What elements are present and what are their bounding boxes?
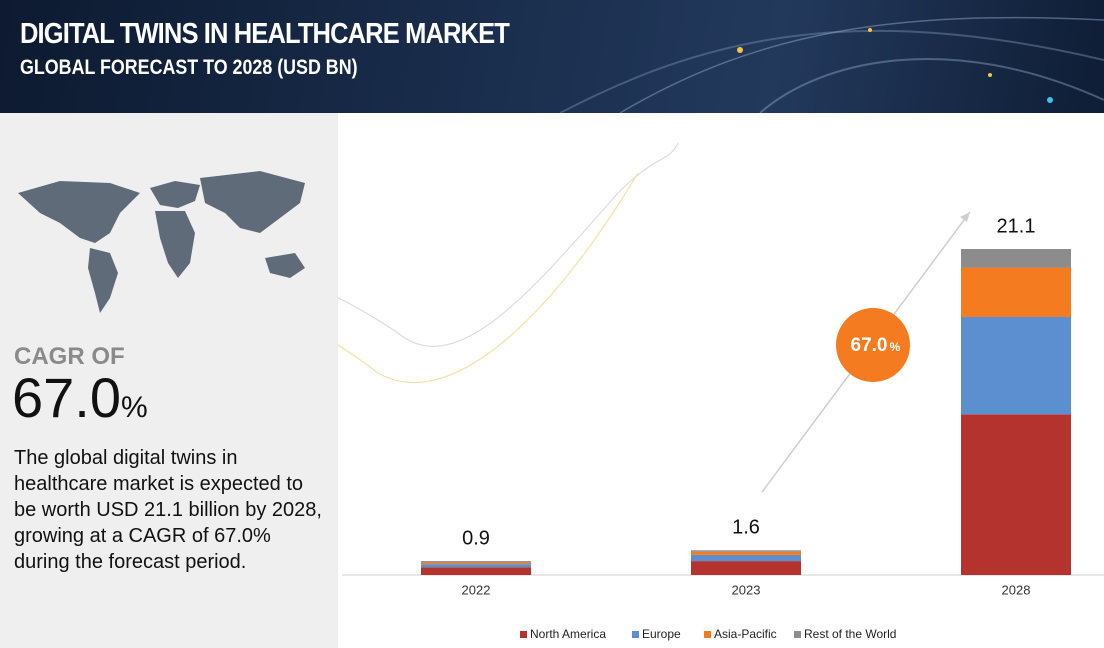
chart: 67.0 % 0.9 2022 1.6 2023 21.1 2028 North Ameri… [338,142,1104,641]
bar-segment [961,267,1071,317]
legend-label: Asia-Pacific [714,627,777,641]
legend-label: North America [530,627,606,641]
cagr-number: 67.0 [12,366,121,429]
bar-segment [691,550,801,552]
total-label: 21.1 [997,215,1036,237]
header-decoration [559,16,1104,113]
subtitle: GLOBAL FORECAST TO 2028 (USD BN) [20,56,358,79]
bar-segment [421,564,531,568]
bar-segment [421,562,531,565]
decoration-curve [338,172,639,384]
decoration-curve [338,142,679,347]
description: The global digital twins in healthcare m… [14,447,322,573]
growth-arrow-head [960,212,970,222]
summary-panel: CAGR OF 67.0% The global digital twins i… [0,113,338,648]
legend-swatch [632,631,639,638]
bar-segment [961,249,1071,268]
bar-segment [961,316,1071,415]
cagr-value: 67.0% [12,365,148,430]
total-label: 1.6 [732,517,760,539]
legend-swatch [794,631,801,638]
legend-label: Europe [642,627,681,641]
badge-number: 67.0 [851,335,888,356]
legend-label: Rest of the World [804,627,896,641]
cagr-label: CAGR OF [14,343,125,370]
bar-segment [421,561,531,563]
cagr-badge [836,308,910,382]
bar-segment [421,567,531,575]
legend-swatch [704,631,711,638]
bar-segment [691,561,801,575]
header: DIGITAL TWINS IN HEALTHCARE MARKET GLOBA… [0,0,1104,113]
legend-swatch [520,631,527,638]
world-map [18,171,305,313]
x-tick-label: 2023 [732,582,761,597]
cagr-unit: % [121,391,148,424]
total-label: 0.9 [462,527,490,549]
bar-segment [961,414,1071,575]
bar-segment [691,554,801,562]
x-tick-label: 2022 [462,582,491,597]
x-tick-label: 2028 [1002,582,1031,597]
badge-unit: % [890,340,901,354]
title: DIGITAL TWINS IN HEALTHCARE MARKET [20,18,510,50]
bar-segment [691,551,801,555]
